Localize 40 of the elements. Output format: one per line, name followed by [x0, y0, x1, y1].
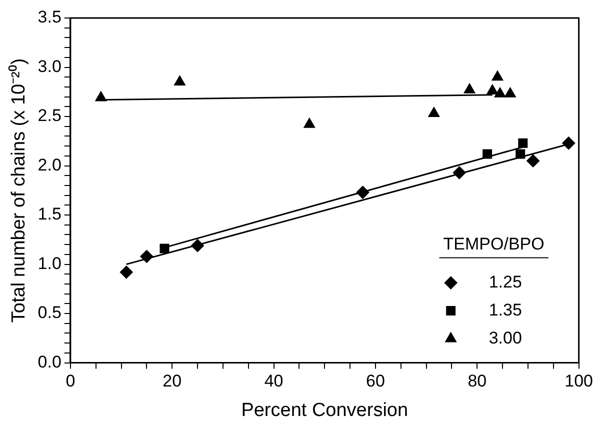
- y-tick-label: 1.5: [38, 204, 62, 224]
- y-tick-label: 2.0: [38, 155, 62, 174]
- x-tick-label: 40: [264, 372, 284, 391]
- point: [482, 149, 492, 159]
- point: [516, 149, 526, 159]
- point: [304, 118, 316, 128]
- y-tick-label: 0.0: [38, 352, 62, 372]
- point: [140, 250, 154, 263]
- legend-label: 3.00: [488, 328, 522, 348]
- y-tick-label: 3.0: [38, 56, 62, 76]
- legend-label: 1.35: [488, 300, 522, 320]
- x-tick-label: 80: [468, 372, 487, 391]
- x-tick-label: 20: [162, 372, 182, 391]
- y-tick-label: 0.5: [38, 303, 62, 322]
- point: [492, 70, 504, 81]
- point: [494, 87, 506, 98]
- legend-title: TEMPO/BPO: [443, 234, 544, 254]
- point: [174, 76, 186, 86]
- point: [95, 91, 107, 102]
- y-tick-label: 3.5: [38, 8, 62, 27]
- point: [191, 239, 204, 252]
- point: [356, 186, 370, 199]
- x-tick-label: 0: [66, 372, 76, 391]
- point: [452, 166, 466, 180]
- point: [160, 244, 170, 254]
- x-tick-label: 60: [366, 372, 385, 391]
- point: [562, 136, 576, 150]
- point: [486, 84, 498, 94]
- y-axis-title: Total number of chains (x 10⁻²⁰): [8, 58, 30, 323]
- point: [504, 87, 516, 98]
- point: [518, 138, 528, 148]
- point: [526, 154, 540, 168]
- point: [464, 83, 476, 94]
- legend-label: 1.25: [488, 272, 522, 292]
- point: [120, 266, 133, 279]
- point: [428, 107, 440, 118]
- y-tick-label: 1.0: [38, 254, 62, 273]
- y-tick-label: 2.5: [38, 106, 62, 126]
- x-axis-title: Percent Conversion: [241, 400, 408, 421]
- x-tick-label: 100: [564, 372, 594, 391]
